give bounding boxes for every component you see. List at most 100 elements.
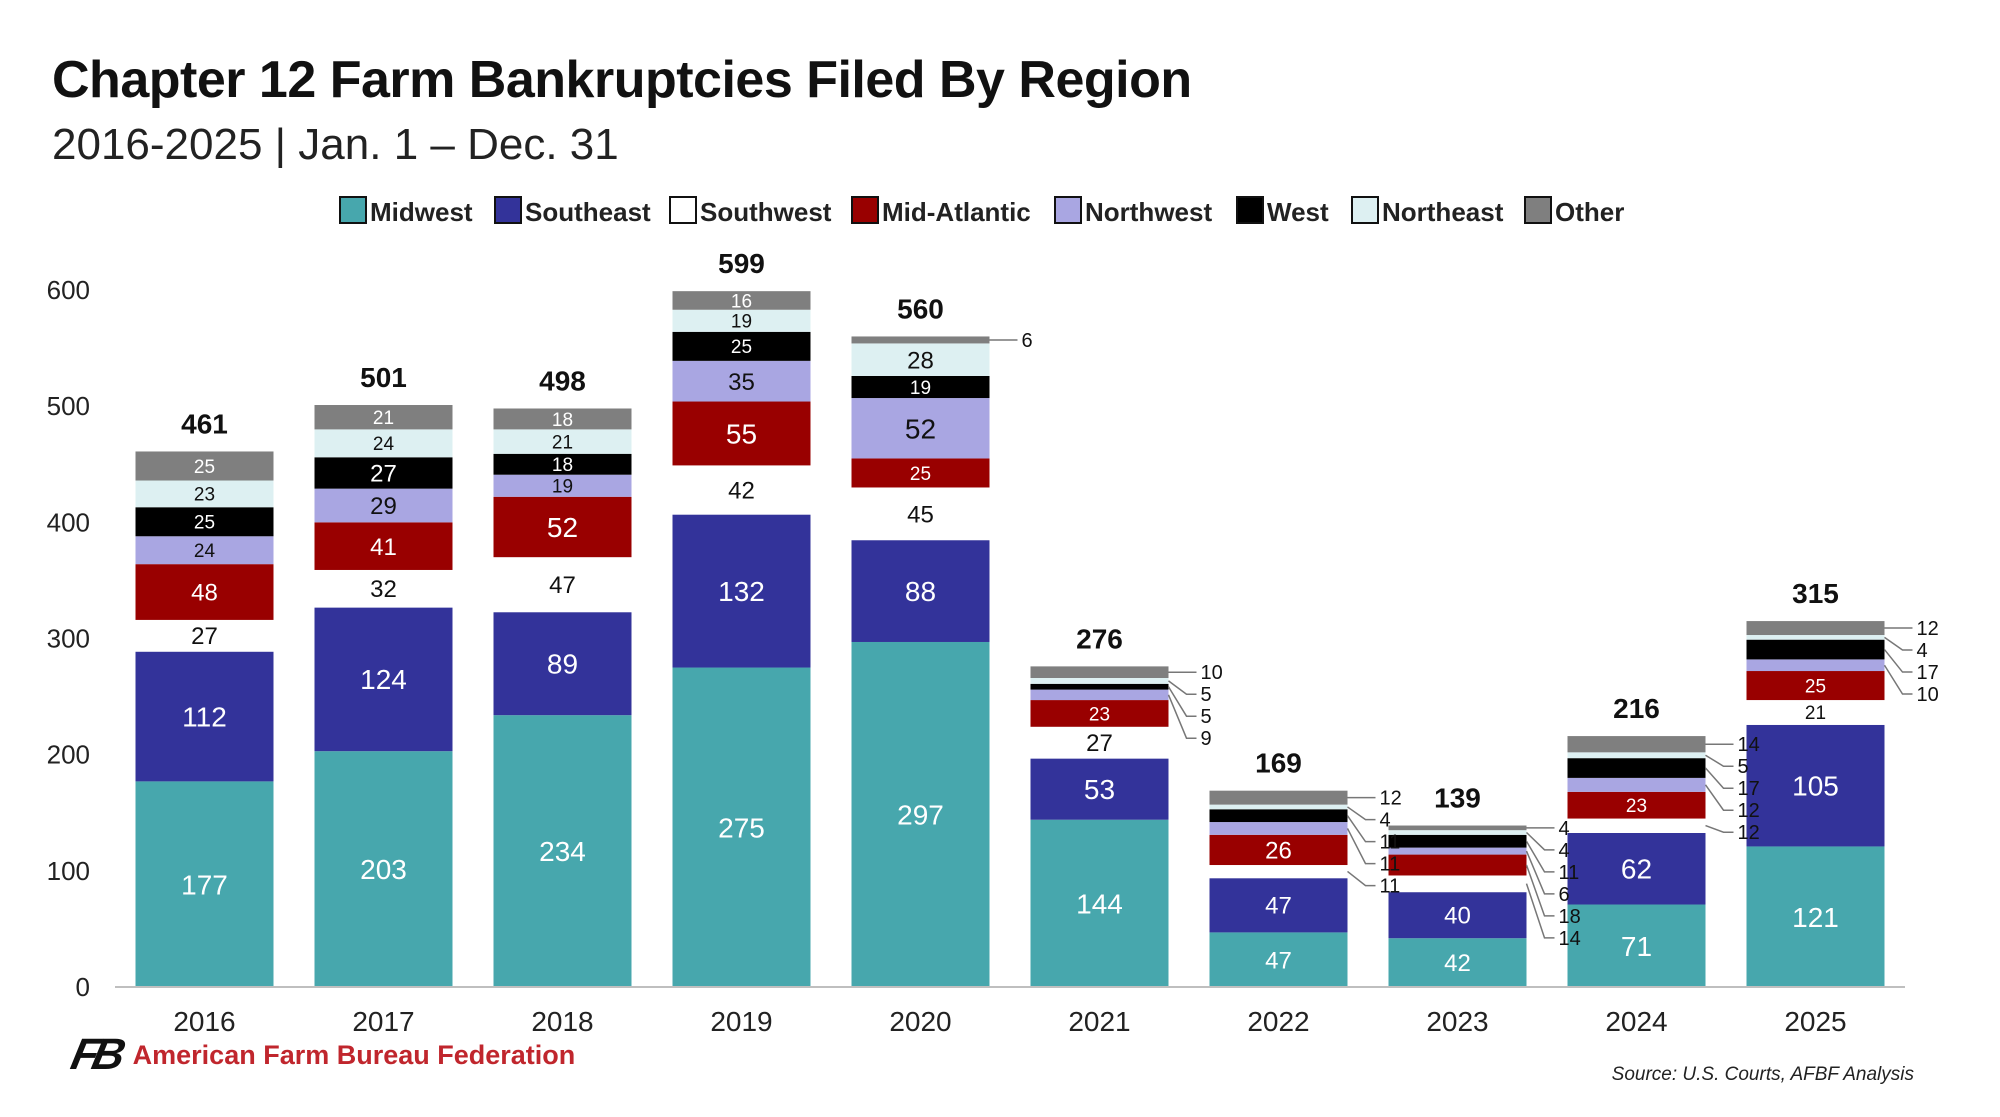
leader-line-west-2022 [1346, 815, 1376, 843]
total-label-2020: 560 [897, 293, 944, 324]
y-tick-label: 500 [47, 391, 90, 421]
legend-swatch-southeast [494, 196, 522, 224]
data-label-southwest-2016: 27 [191, 623, 218, 650]
data-label-northwest-2022: 11 [1380, 854, 1401, 876]
data-label-southeast-2025: 105 [1792, 771, 1839, 802]
bar-segment-other-2023 [1388, 825, 1527, 831]
chart-legend: Midwest Southeast Southwest Mid-Atlantic Nor… [339, 196, 1624, 227]
leader-line-northwest-2025 [1883, 664, 1913, 695]
bar-segment-west-2022 [1209, 809, 1348, 823]
bar-segment-southwest-2023 [1388, 874, 1527, 893]
bar-segment-southeast-2019 [672, 514, 811, 668]
data-label-other-2016: 25 [194, 457, 215, 478]
data-label-midwest-2019: 275 [718, 812, 765, 843]
leader-line-northwest-2024 [1704, 784, 1734, 811]
leader-line-northeast-2023 [1525, 831, 1555, 851]
bars-group [135, 291, 1885, 987]
legend-label-midwest: Midwest [370, 197, 473, 227]
bar-segment-northeast-2020 [851, 343, 990, 376]
bar-segment-mid-atlantic-2025 [1746, 671, 1885, 701]
data-label-northwest-2024: 12 [1738, 800, 1760, 822]
x-tick-label: 2021 [1068, 1006, 1130, 1037]
y-tick-label: 400 [47, 507, 90, 537]
data-label-southeast-2019: 132 [718, 576, 765, 607]
legend-swatch-northeast [1351, 196, 1379, 224]
bar-segment-west-2019 [672, 331, 811, 361]
data-label-midwest-2022: 47 [1265, 947, 1292, 974]
bar-segment-mid-atlantic-2017 [314, 522, 453, 570]
data-label-midwest-2016: 177 [181, 869, 228, 900]
bar-segment-northeast-2019 [672, 309, 811, 332]
data-label-mid-atlantic-2016: 48 [191, 580, 218, 607]
legend-label-northwest: Northwest [1085, 197, 1212, 227]
total-label-2024: 216 [1613, 693, 1660, 724]
data-label-northeast-2017: 24 [373, 434, 395, 455]
bar-segment-southeast-2024 [1567, 832, 1706, 905]
legend-label-mid-atlantic: Mid-Atlantic [882, 197, 1031, 227]
bar-segment-northeast-2025 [1746, 635, 1885, 640]
data-label-mid-atlantic-2017: 41 [370, 534, 397, 561]
bar-segment-northeast-2023 [1388, 830, 1527, 835]
bar-segment-southwest-2018 [493, 556, 632, 613]
y-tick-label: 100 [47, 856, 90, 886]
leader-line-northeast-2024 [1705, 754, 1734, 767]
data-label-other-2019: 16 [731, 291, 752, 312]
bar-segment-midwest-2016 [135, 781, 274, 987]
data-label-southwest-2021: 27 [1086, 730, 1113, 757]
data-label-mid-atlantic-2022: 26 [1265, 838, 1292, 865]
data-label-midwest-2018: 234 [539, 836, 586, 867]
bar-segment-other-2022 [1209, 790, 1348, 805]
data-label-mid-atlantic-2018: 52 [547, 512, 578, 543]
bar-segment-southwest-2019 [672, 464, 811, 515]
bar-segment-southeast-2021 [1030, 758, 1169, 820]
data-label-west-2018: 18 [552, 455, 573, 476]
data-label-northeast-2022: 4 [1380, 810, 1391, 832]
bar-segment-west-2020 [851, 375, 990, 399]
x-tick-label: 2016 [173, 1006, 235, 1037]
data-label-other-2022: 12 [1380, 788, 1402, 810]
bar-segment-southwest-2021 [1030, 726, 1169, 759]
data-label-other-2020: 6 [1022, 330, 1033, 352]
legend-swatch-northwest [1054, 196, 1082, 224]
data-label-southwest-2023: 14 [1559, 928, 1581, 950]
leader-line-northeast-2021 [1168, 680, 1197, 695]
data-label-west-2023: 11 [1559, 862, 1580, 884]
data-label-southwest-2018: 47 [549, 572, 576, 599]
total-label-2018: 498 [539, 365, 586, 396]
data-label-west-2025: 17 [1917, 662, 1939, 684]
leader-line-northeast-2022 [1347, 806, 1376, 821]
bar-segment-other-2017 [314, 405, 453, 430]
data-label-mid-atlantic-2020: 25 [910, 464, 931, 485]
bar-segment-midwest-2023 [1388, 938, 1527, 987]
bar-segment-midwest-2017 [314, 751, 453, 987]
data-label-other-2021: 10 [1201, 662, 1223, 684]
x-tick-label: 2019 [710, 1006, 772, 1037]
legend-label-other: Other [1555, 197, 1624, 227]
bar-segment-midwest-2018 [493, 715, 632, 987]
bar-segment-other-2024 [1567, 736, 1706, 753]
bar-segment-southeast-2017 [314, 607, 453, 752]
leader-line-northeast-2025 [1884, 636, 1913, 651]
leader-line-southwest-2023 [1525, 883, 1555, 939]
y-tick-label: 600 [47, 275, 90, 305]
data-labels-group: 1771122748242523254612031243241292724215… [181, 248, 1939, 977]
x-tick-label: 2025 [1784, 1006, 1846, 1037]
bar-segment-northwest-2023 [1388, 847, 1527, 855]
bar-segment-west-2025 [1746, 639, 1885, 660]
legend-swatch-mid-atlantic [851, 196, 879, 224]
bar-segment-midwest-2020 [851, 641, 990, 987]
data-label-west-2024: 17 [1738, 778, 1760, 800]
chart-title: Chapter 12 Farm Bankruptcies Filed By Re… [52, 51, 1192, 109]
x-tick-label: 2022 [1247, 1006, 1309, 1037]
bar-segment-mid-atlantic-2019 [672, 401, 811, 466]
data-label-mid-atlantic-2025: 25 [1805, 676, 1826, 697]
data-label-northwest-2021: 9 [1201, 728, 1212, 750]
x-tick-label: 2017 [352, 1006, 414, 1037]
data-label-southeast-2023: 40 [1444, 903, 1471, 930]
bar-segment-northeast-2018 [493, 429, 632, 454]
leader-line-west-2023 [1525, 840, 1555, 873]
data-label-southwest-2025: 21 [1805, 703, 1826, 724]
data-label-southeast-2017: 124 [360, 664, 407, 695]
leader-line-northwest-2022 [1346, 828, 1376, 865]
data-label-west-2019: 25 [731, 337, 752, 358]
